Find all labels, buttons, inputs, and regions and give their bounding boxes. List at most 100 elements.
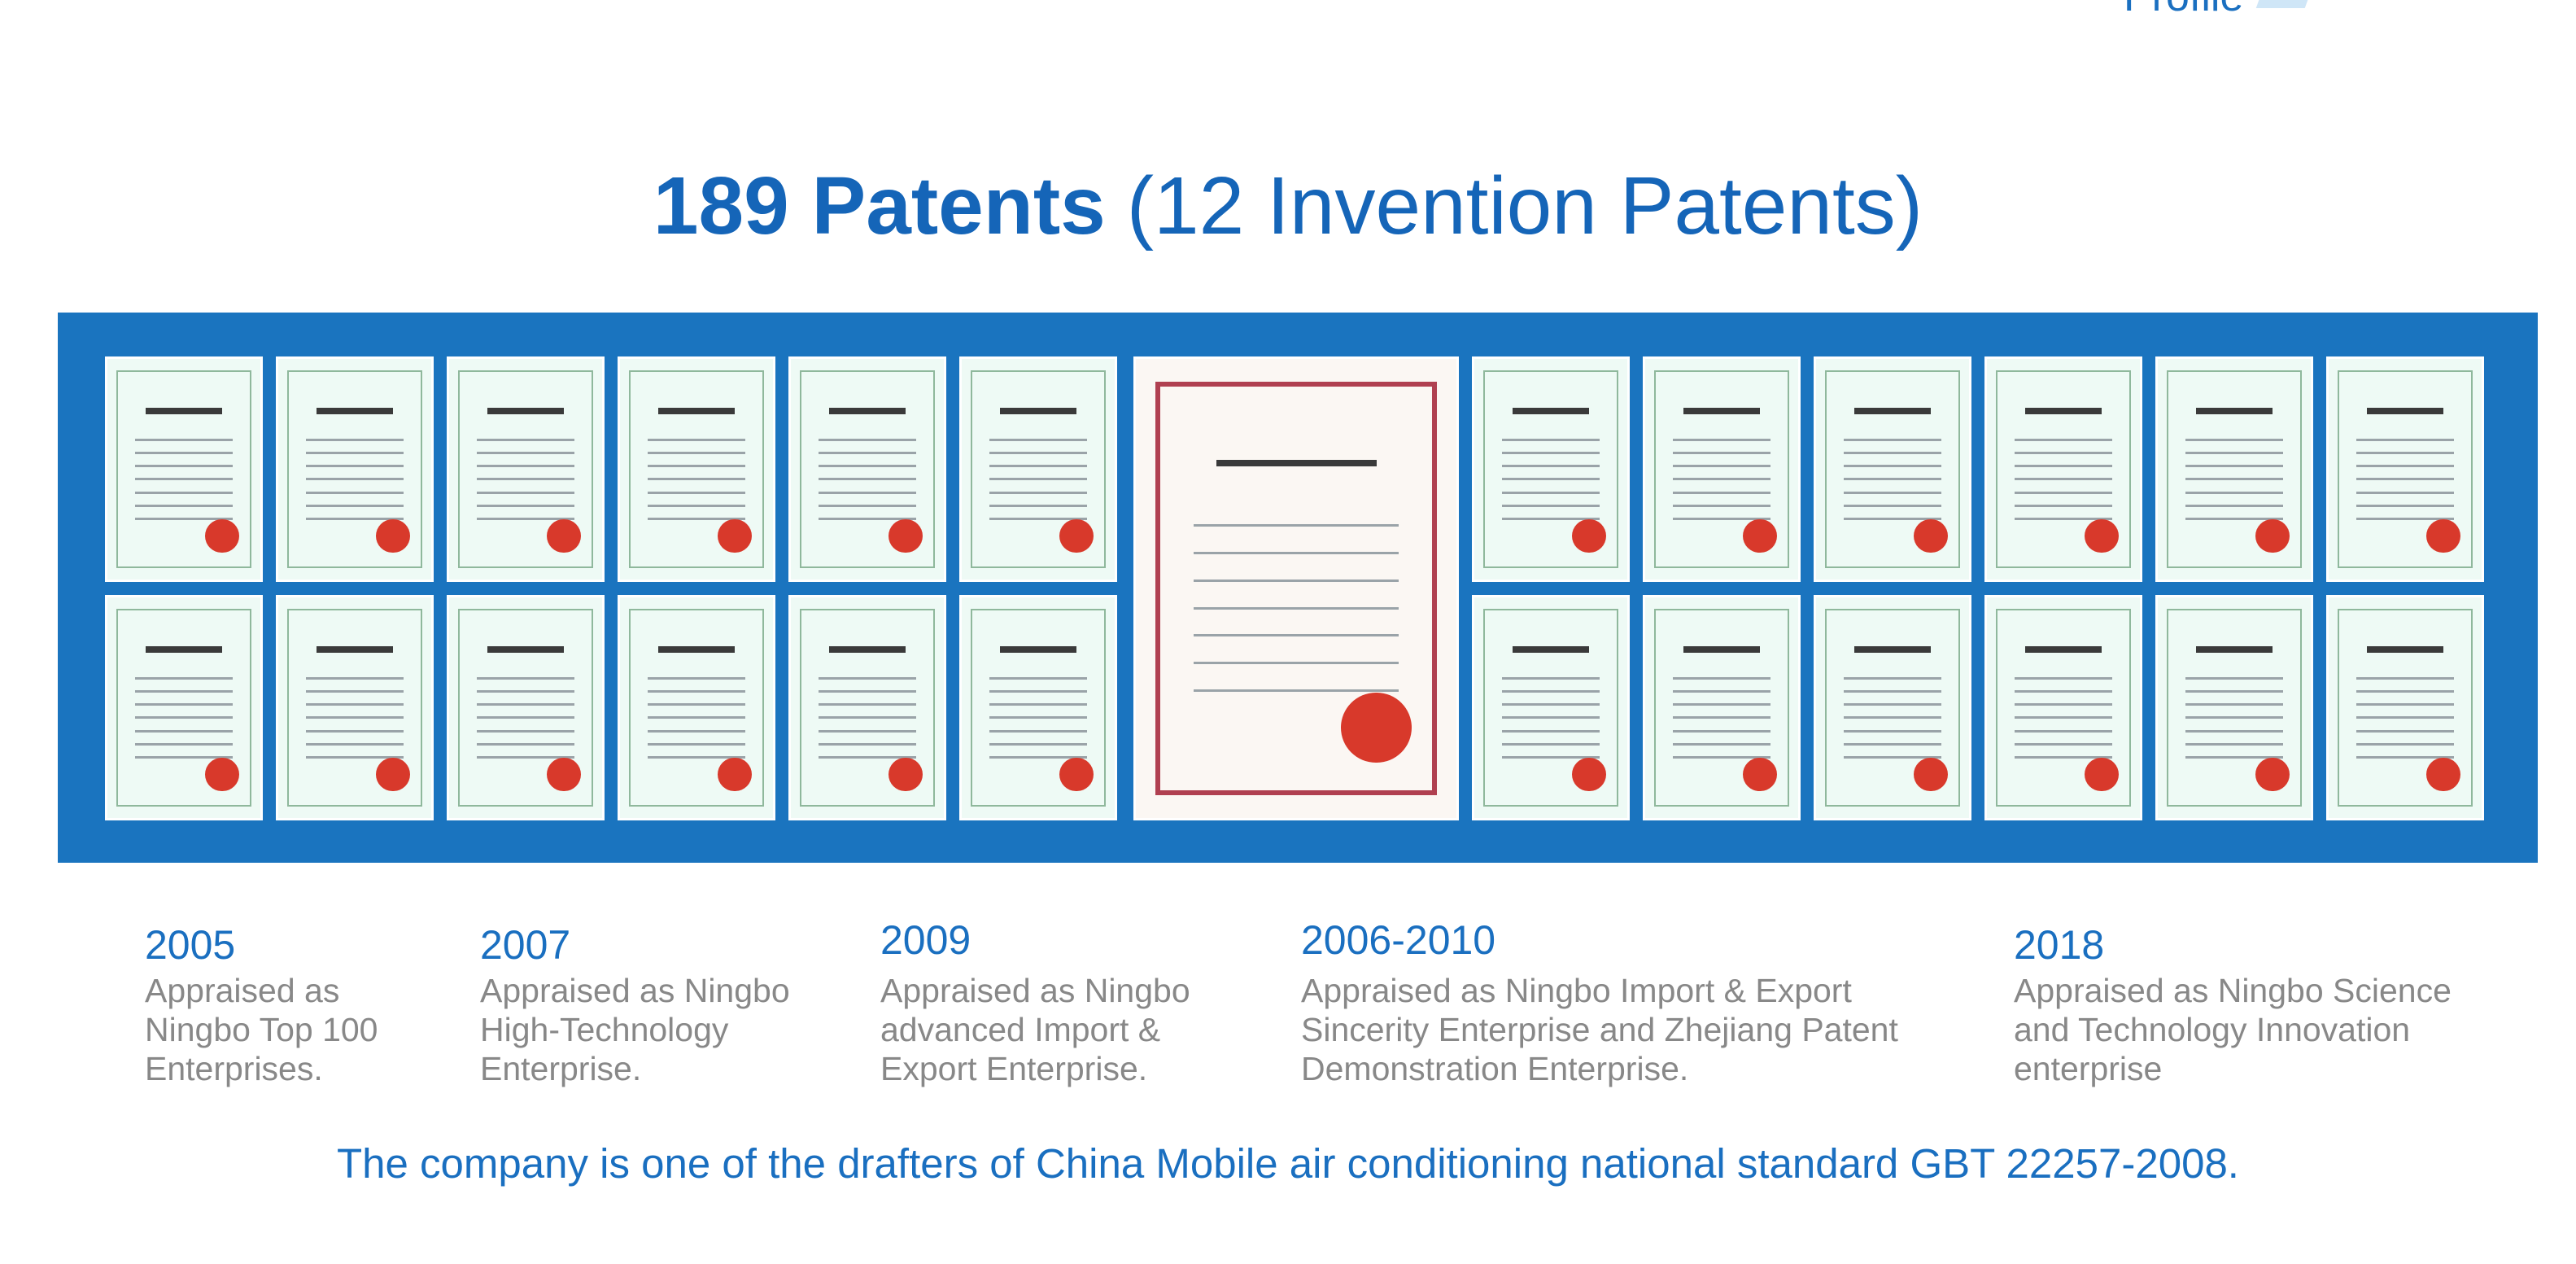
- certificate-text-line: [2356, 703, 2455, 706]
- header-accent: [2255, 0, 2317, 8]
- certificate-seal: [1059, 519, 1094, 553]
- certificate-text-line: [647, 729, 746, 733]
- milestone-text: Demonstration Enterprise.: [1301, 1050, 1689, 1087]
- certificate-text-line: [2014, 451, 2113, 454]
- certificate-text-line: [818, 729, 917, 733]
- certificate-text-line: [305, 438, 404, 441]
- certificate-text-line: [1672, 689, 1771, 693]
- certificate-frame: [287, 608, 422, 807]
- certificate-text-line: [476, 676, 575, 680]
- certificate-text-line: [818, 451, 917, 454]
- milestone-year: 2009: [880, 917, 971, 963]
- certificate-frame: [2338, 608, 2473, 807]
- certificate-seal: [889, 758, 923, 792]
- certificate-heading: [658, 407, 735, 414]
- certificate-text-line: [1501, 438, 1600, 441]
- certificate-text-line: [1672, 491, 1771, 494]
- certificate-image: [1814, 595, 1971, 820]
- certificate-seal: [547, 519, 581, 553]
- certificate-heading: [2367, 645, 2443, 653]
- certificate-text-line: [2014, 491, 2113, 494]
- milestone-text: Ningbo Top 100: [145, 1011, 378, 1048]
- certificate-heading: [1216, 460, 1377, 467]
- certificate-text-line: [1843, 689, 1942, 693]
- milestone-text: Appraised as Ningbo Science: [2014, 972, 2452, 1009]
- certificate-text-line: [989, 518, 1088, 521]
- certificate-text-line: [305, 716, 404, 719]
- certificate-image: [276, 356, 434, 582]
- certificate-text-line: [2014, 518, 2113, 521]
- certificate-image: [1472, 595, 1630, 820]
- certificate-text-line: [818, 756, 917, 759]
- certificate-text-line: [476, 504, 575, 507]
- certificate-seal: [376, 758, 410, 792]
- certificate-frame: [800, 370, 935, 569]
- certificate-frame: [1155, 382, 1438, 795]
- certificate-text-line: [2356, 491, 2455, 494]
- milestone-text: enterprise: [2014, 1050, 2163, 1087]
- certificate-text-line: [1193, 551, 1399, 554]
- certificate-text-line: [818, 703, 917, 706]
- certificate-seal: [1572, 758, 1606, 792]
- certificate-text-line: [2185, 491, 2284, 494]
- certificate-text-line: [134, 756, 234, 759]
- certificate-text-line: [647, 438, 746, 441]
- certificate-image: [618, 595, 775, 820]
- certificate-text-line: [134, 478, 234, 481]
- certificate-text-line: [989, 676, 1088, 680]
- certificate-text-line: [1843, 676, 1942, 680]
- certificate-text-line: [647, 676, 746, 680]
- certificate-text-line: [1193, 606, 1399, 610]
- certificate-seal: [205, 758, 239, 792]
- certificate-text-line: [1672, 451, 1771, 454]
- certificate-heading: [317, 645, 393, 653]
- certificate-text-line: [2185, 742, 2284, 746]
- certificate-frame: [287, 370, 422, 569]
- certificate-frame: [116, 608, 251, 807]
- certificate-text-line: [818, 478, 917, 481]
- certificate-text-line: [305, 689, 404, 693]
- certificate-text-line: [305, 729, 404, 733]
- certificate-image: [1814, 356, 1971, 582]
- certificate-frame: [2167, 370, 2302, 569]
- certificate-image: [2155, 595, 2313, 820]
- certificate-image: [447, 595, 605, 820]
- certificate-text-line: [1843, 465, 1942, 468]
- certificate-seal: [2085, 758, 2119, 792]
- certificate-heading: [146, 645, 222, 653]
- certificate-seal: [2426, 519, 2460, 553]
- certificate-text-line: [476, 478, 575, 481]
- certificate-image: [2326, 595, 2484, 820]
- certificate-text-line: [1672, 478, 1771, 481]
- certificate-text-line: [1843, 438, 1942, 441]
- milestone-year: 2018: [2014, 922, 2105, 968]
- certificate-text-line: [647, 742, 746, 746]
- certificate-text-line: [2014, 504, 2113, 507]
- certificate-text-line: [647, 716, 746, 719]
- certificate-text-line: [647, 756, 746, 759]
- certificate-text-line: [2014, 703, 2113, 706]
- certificate-text-line: [2014, 438, 2113, 441]
- certificate-image: [1643, 595, 1801, 820]
- certificate-frame: [2338, 370, 2473, 569]
- certificate-heading: [829, 645, 906, 653]
- certificate-text-line: [476, 518, 575, 521]
- certificate-heading: [2367, 407, 2443, 414]
- certificate-text-line: [305, 742, 404, 746]
- certificate-text-line: [2356, 729, 2455, 733]
- certificate-image: [959, 356, 1117, 582]
- certificate-text-line: [989, 703, 1088, 706]
- certificate-text-line: [476, 438, 575, 441]
- milestone-year: 2005: [145, 922, 236, 968]
- certificate-text-line: [647, 465, 746, 468]
- header-tag: Profile: [2124, 0, 2243, 21]
- certificate-text-line: [134, 504, 234, 507]
- certificate-text-line: [989, 438, 1088, 441]
- certificate-text-line: [989, 451, 1088, 454]
- milestone-text: and Technology Innovation: [2014, 1011, 2411, 1048]
- certificate-text-line: [818, 491, 917, 494]
- certificate-text-line: [1501, 676, 1600, 680]
- certificate-text-line: [647, 491, 746, 494]
- certificate-text-line: [1501, 689, 1600, 693]
- certificate-text-line: [1501, 703, 1600, 706]
